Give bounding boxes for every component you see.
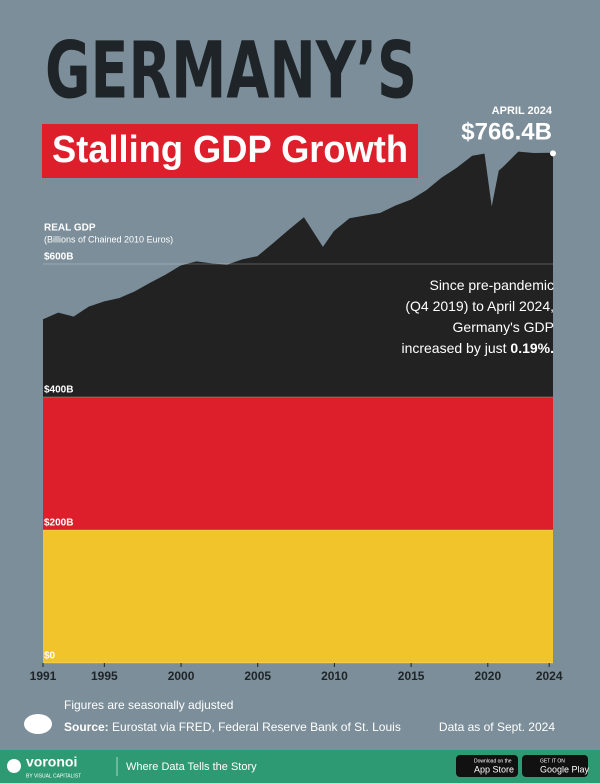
brand-sub: BY VISUAL CAPITALIST bbox=[26, 773, 81, 779]
annotation-highlight: 0.19%. bbox=[510, 340, 554, 356]
y-tick-label: $0 bbox=[44, 651, 56, 662]
y-axis-label: REAL GDP bbox=[44, 223, 96, 234]
annotation-text: increased by just bbox=[401, 340, 506, 356]
note: Figures are seasonally adjusted bbox=[64, 698, 233, 712]
x-tick-label: 1991 bbox=[30, 669, 57, 683]
y-tick-label: $200B bbox=[44, 518, 73, 529]
annotation-text: Since pre-pandemic bbox=[429, 277, 554, 293]
chart-title: GERMANY’S bbox=[45, 26, 417, 116]
source: Source: Eurostat via FRED, Federal Reser… bbox=[64, 720, 401, 734]
annotation-line: Since pre-pandemic bbox=[429, 277, 554, 293]
annotation-text: Germany's GDP bbox=[453, 319, 554, 335]
subtitle-box bbox=[42, 124, 418, 178]
x-tick-label: 2024 bbox=[536, 669, 563, 683]
app-store-small: Download on the bbox=[474, 758, 512, 764]
annotation: Since pre-pandemic (Q4 2019) to April 202… bbox=[401, 277, 554, 356]
y-tick-label: $400B bbox=[44, 385, 73, 396]
end-point bbox=[550, 150, 556, 157]
x-tick-label: 2000 bbox=[168, 669, 195, 683]
x-tick-label: 2010 bbox=[321, 669, 348, 683]
annotation-line: Germany's GDP bbox=[453, 319, 554, 335]
y-axis-sublabel: (Billions of Chained 2010 Euros) bbox=[44, 234, 173, 244]
y-tick-label: $600B bbox=[44, 252, 73, 263]
flag-band bbox=[43, 530, 553, 663]
x-tick-label: 2020 bbox=[474, 669, 501, 683]
annotation-text: (Q4 2019) to April 2024, bbox=[405, 298, 554, 314]
end-date: APRIL 2024 bbox=[492, 105, 553, 117]
source-label: Source: bbox=[64, 720, 109, 734]
x-tick-label: 2015 bbox=[398, 669, 425, 683]
tagline: Where Data Tells the Story bbox=[126, 761, 257, 773]
logo-icon bbox=[24, 714, 52, 734]
brand: voronoi bbox=[26, 754, 77, 770]
annotation-line: increased by just 0.19%. bbox=[401, 340, 554, 356]
chart-subtitle: Stalling GDP Growth bbox=[52, 129, 408, 171]
x-tick-label: 1995 bbox=[91, 669, 118, 683]
google-small: GET IT ON bbox=[540, 758, 565, 764]
app-store-label: App Store bbox=[474, 764, 514, 774]
end-value: $766.4B bbox=[461, 118, 552, 145]
x-tick-label: 2005 bbox=[244, 669, 271, 683]
brand-icon bbox=[7, 759, 21, 773]
google-play-button[interactable] bbox=[522, 755, 588, 777]
gdp-line bbox=[42, 151, 554, 321]
app-store-button[interactable] bbox=[456, 755, 518, 777]
flag-band bbox=[43, 397, 553, 530]
source-text: Eurostat via FRED, Federal Reserve Bank … bbox=[112, 720, 401, 734]
data-date: Data as of Sept. 2024 bbox=[439, 720, 555, 734]
annotation-line: (Q4 2019) to April 2024, bbox=[405, 298, 554, 314]
google-label: Google Play bbox=[540, 764, 590, 774]
